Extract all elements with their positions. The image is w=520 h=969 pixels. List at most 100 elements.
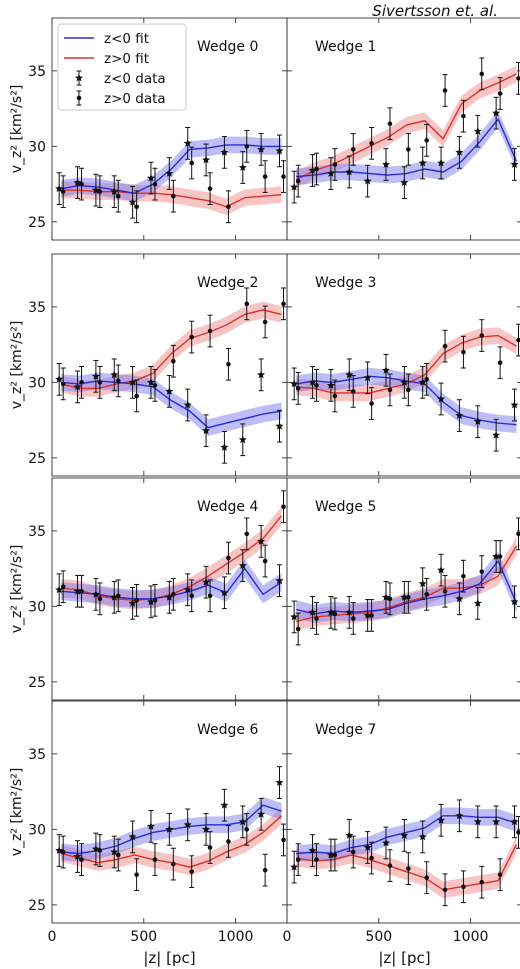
data-point-z-neg	[202, 414, 210, 448]
data-point-z-pos	[479, 319, 485, 352]
panel-title: Wedge 3	[315, 275, 376, 291]
data-point-z-neg	[91, 359, 100, 393]
fit-line-z-neg	[61, 144, 282, 194]
data-point-z-neg	[418, 820, 427, 854]
x-axis-label-right: |z| [pc]	[378, 949, 430, 967]
data-point-z-neg	[55, 362, 64, 396]
data-point-z-pos	[262, 160, 268, 193]
y-axis-label: v_z² [km²/s²]	[9, 85, 25, 174]
legend-entry-neg-fit: z<0 fit	[64, 31, 149, 47]
data-point-z-pos	[262, 853, 268, 887]
data-point-z-pos	[225, 825, 231, 858]
data-point-z-pos	[244, 813, 250, 846]
data-point-z-neg	[128, 820, 137, 854]
panel-frame	[286, 17, 520, 241]
data-point-z-pos	[115, 838, 121, 872]
data-point-z-pos	[97, 175, 103, 209]
data-point-z-neg	[363, 164, 372, 198]
panel-wedge-5: Wedge 5	[286, 477, 520, 701]
data-point-z-pos	[244, 287, 250, 321]
y-tick-label: 30	[28, 822, 46, 838]
data-point-z-pos	[350, 375, 356, 408]
data-point-z-neg	[363, 831, 372, 864]
data-point-z-pos	[207, 579, 213, 613]
y-tick-label: 25	[28, 898, 46, 914]
panel-title: Wedge 6	[197, 722, 258, 738]
data-point-z-neg	[455, 582, 464, 616]
data-point-z-pos	[332, 379, 338, 413]
data-point-z-pos	[244, 130, 250, 163]
data-point-z-pos	[405, 133, 411, 166]
data-point-z-pos	[115, 179, 121, 213]
data-point-z-pos	[79, 843, 85, 876]
data-point-z-pos	[314, 369, 320, 402]
panel-frame	[286, 253, 520, 477]
data-point-z-neg	[382, 148, 390, 181]
data-point-z-neg	[382, 826, 390, 860]
data-point-z-neg	[326, 369, 335, 402]
data-point-z-pos	[280, 160, 286, 193]
data-point-z-pos	[262, 544, 268, 578]
data-point-z-neg	[510, 388, 519, 422]
data-point-z-neg	[55, 834, 64, 867]
data-point-z-neg	[363, 361, 372, 395]
fit-line-z-neg	[296, 117, 518, 178]
fit-line-z-pos	[296, 844, 518, 891]
data-point-z-pos	[207, 314, 213, 348]
data-point-z-neg	[345, 155, 354, 189]
y-tick-label: 35	[28, 64, 46, 80]
data-point-z-neg	[345, 358, 354, 392]
plot-area	[290, 517, 520, 646]
data-point-z-neg	[437, 803, 445, 837]
data-point-z-neg	[165, 580, 174, 614]
data-point-z-pos	[244, 517, 250, 551]
data-point-z-pos	[515, 517, 520, 551]
data-point-z-neg	[437, 553, 445, 587]
legend-entry-neg-data: z<0 data	[75, 70, 166, 87]
x-tick-label: 0	[48, 929, 57, 945]
data-point-z-neg	[128, 185, 137, 219]
legend-label: z<0 fit	[104, 31, 149, 47]
data-point-z-pos	[207, 172, 213, 206]
data-point-z-pos	[115, 579, 121, 613]
data-point-z-pos	[134, 583, 140, 617]
data-point-z-pos	[479, 555, 485, 588]
y-tick-label: 30	[28, 139, 46, 155]
data-point-z-neg	[345, 819, 354, 852]
panel-wedge-7: 0 500 1000 Wedge 7	[283, 700, 520, 945]
data-point-z-pos	[387, 849, 393, 882]
y-tick-label: 35	[28, 747, 46, 763]
data-point-z-pos	[479, 57, 485, 91]
data-point-z-pos	[442, 74, 448, 107]
data-point-z-pos	[134, 379, 140, 413]
data-point-z-pos	[424, 577, 430, 611]
panel-wedge-2: 25 30 35 Wedge 2	[28, 253, 288, 477]
data-point-z-neg	[290, 170, 299, 204]
plot-area	[290, 799, 520, 907]
data-point-z-pos	[60, 367, 66, 401]
data-point-z-pos	[170, 179, 176, 213]
data-point-z-neg	[455, 136, 464, 169]
data-point-z-neg	[257, 358, 266, 392]
data-point-z-neg	[418, 146, 427, 180]
y-tick-label: 25	[28, 675, 46, 691]
data-point-z-neg	[55, 573, 64, 607]
data-point-z-pos	[332, 148, 338, 181]
data-point-z-pos	[280, 490, 286, 524]
panel-title: Wedge 2	[197, 275, 258, 291]
data-point-z-neg	[275, 766, 284, 799]
x-axis-label-left: |z| [pc]	[143, 949, 195, 967]
data-point-z-neg	[418, 567, 427, 601]
panel-title: Wedge 1	[315, 39, 376, 55]
data-point-z-pos	[405, 852, 411, 885]
y-tick-label: 25	[28, 215, 46, 231]
legend-box	[57, 23, 187, 111]
data-point-z-neg	[492, 418, 501, 452]
legend-label: z>0 data	[104, 91, 166, 107]
data-point-z-pos	[424, 362, 430, 396]
plot-area	[290, 319, 520, 452]
band-z-neg	[296, 552, 517, 623]
legend-entry-pos-fit: z>0 fit	[64, 51, 149, 67]
data-point-z-pos	[134, 858, 140, 892]
